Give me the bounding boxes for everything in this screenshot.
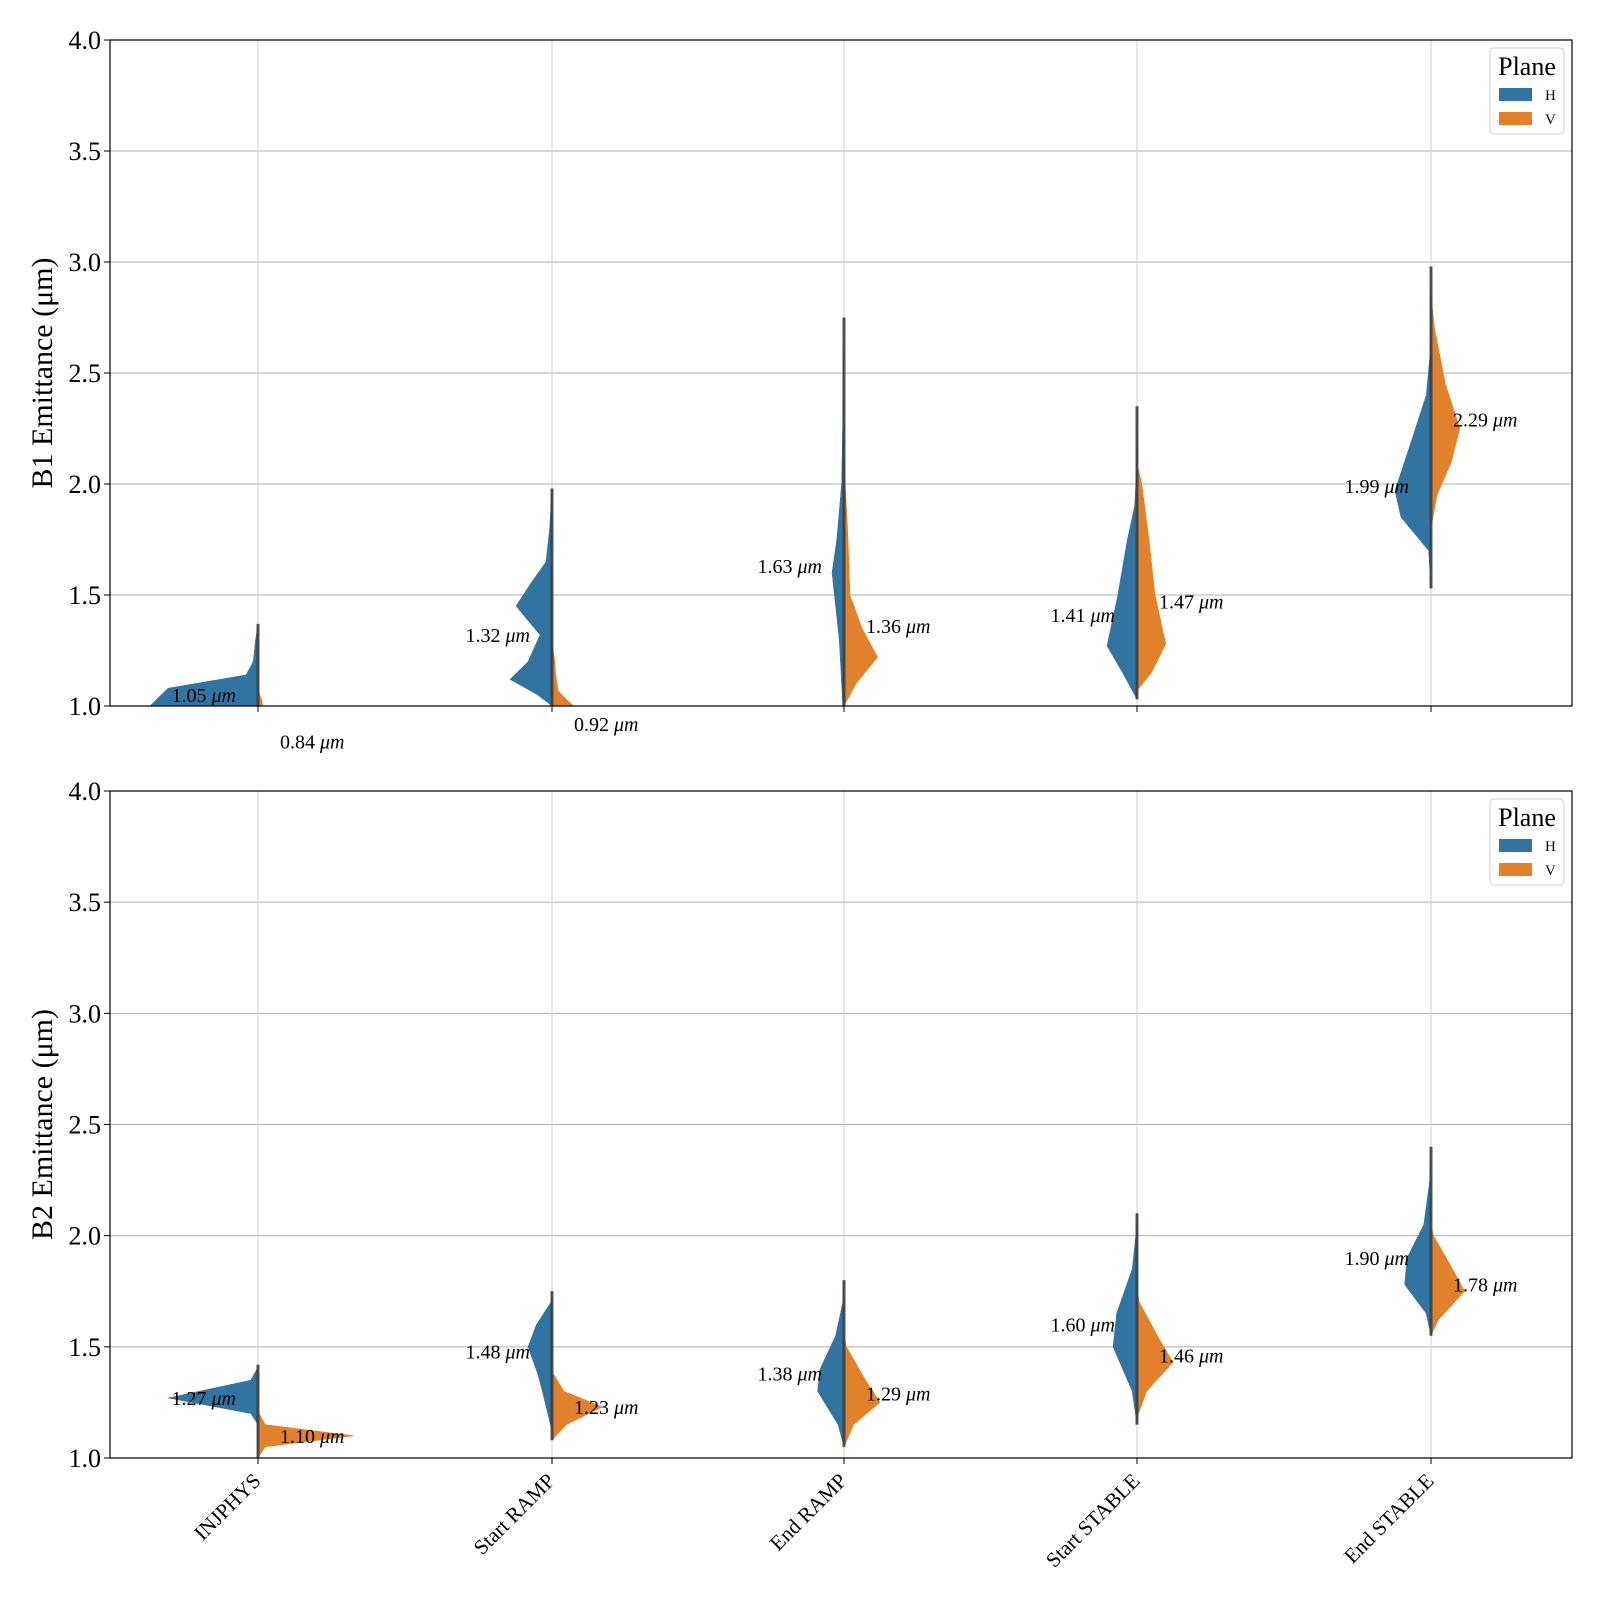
violin-v-start-stable	[1136, 406, 1167, 691]
annotation-unit: μm	[505, 625, 530, 647]
x-tick-label-injphys: INJPHYS	[189, 1469, 265, 1545]
annotation-v-start-ramp: 1.23 μm	[574, 1397, 638, 1419]
annotation-unit: μm	[505, 1341, 530, 1363]
legend-swatch-h	[1499, 839, 1532, 852]
y-axis-label: B2 Emittance (μm)	[26, 1009, 59, 1240]
y-tick-label: 3.0	[69, 248, 102, 277]
violin-v-start-ramp	[551, 643, 574, 706]
annotation-unit: μm	[1090, 605, 1115, 627]
annotation-unit: μm	[797, 556, 822, 578]
panel-b2: 1.0 1.5 2.0 2.5 3.0 3.5 4.0 1.27 μm 1.48 μm 1.38 …	[26, 777, 1573, 1573]
y-tick-label: 4.0	[69, 777, 102, 806]
violin-v-end-ramp	[843, 461, 878, 706]
x-tick-label-start-stable: Start STABLE	[1041, 1469, 1145, 1573]
legend-swatch-v	[1499, 863, 1532, 876]
legend-title: Plane	[1498, 52, 1556, 81]
y-tick-label: 3.5	[69, 888, 102, 917]
annotation-h-start-stable: 1.60 μm	[1051, 1315, 1115, 1337]
y-tick-label: 1.5	[69, 1333, 102, 1362]
legend: Plane HV	[1489, 47, 1565, 135]
violin-h-end-stable	[1404, 1146, 1432, 1336]
legend-label-v: V	[1545, 112, 1556, 128]
violin-v-end-stable	[1430, 283, 1461, 529]
legend-swatch-v	[1499, 112, 1532, 125]
annotation-v-end-stable: 1.78 μm	[1453, 1275, 1517, 1297]
violin-h-start-ramp	[509, 488, 553, 706]
y-tick-label: 1.0	[69, 692, 102, 721]
y-tick-label: 2.5	[69, 1111, 102, 1140]
annotation-v-injphys: 1.10 μm	[280, 1426, 344, 1448]
y-tick-label: 1.5	[69, 581, 102, 610]
annotation-h-end-stable: 1.99 μm	[1345, 476, 1409, 498]
annotation-unit: μm	[1198, 592, 1223, 614]
y-tick-label: 2.0	[69, 1222, 102, 1251]
y-tick-label: 1.0	[69, 1444, 102, 1473]
annotation-v-end-ramp: 1.29 μm	[866, 1384, 930, 1406]
violins	[167, 1146, 1465, 1458]
annotation-unit: μm	[1090, 1315, 1115, 1337]
annotation-h-end-stable: 1.90 μm	[1345, 1248, 1409, 1270]
annotation-unit: μm	[211, 685, 236, 707]
annotation-unit: μm	[1492, 410, 1517, 432]
annotation-v-end-ramp: 1.36 μm	[866, 616, 930, 638]
annotation-unit: μm	[211, 1388, 236, 1410]
annotation-v-start-ramp: 0.92 μm	[574, 714, 638, 736]
annotation-unit: μm	[319, 732, 344, 754]
violin-h-start-ramp	[527, 1291, 553, 1432]
annotation-unit: μm	[905, 1384, 930, 1406]
annotation-h-end-ramp: 1.63 μm	[758, 556, 822, 578]
violin-h-end-stable	[1394, 266, 1432, 589]
axes-frame	[109, 790, 1573, 1459]
legend-label-h: H	[1545, 839, 1556, 855]
annotation-unit: μm	[797, 1364, 822, 1386]
y-tick-label: 3.0	[69, 999, 102, 1028]
annotation-h-start-stable: 1.41 μm	[1051, 605, 1115, 627]
annotation-v-start-stable: 1.47 μm	[1159, 592, 1223, 614]
violins	[149, 266, 1461, 706]
x-tick-label-start-ramp: Start RAMP	[469, 1469, 560, 1560]
legend: Plane HV	[1489, 798, 1565, 886]
panel-b1: 1.0 1.5 2.0 2.5 3.0 3.5 4.0 1.05 μm 1.32 μm 1.63 …	[26, 26, 1573, 754]
y-tick-label: 2.0	[69, 470, 102, 499]
annotation-unit: μm	[613, 714, 638, 736]
legend-title: Plane	[1498, 803, 1556, 832]
annotation-unit: μm	[319, 1426, 344, 1448]
annotation-v-end-stable: 2.29 μm	[1453, 410, 1517, 432]
violin-h-start-stable	[1112, 1213, 1138, 1425]
annotation-v-injphys: 0.84 μm	[280, 732, 344, 754]
annotation-unit: μm	[1492, 1275, 1517, 1297]
annotation-unit: μm	[905, 616, 930, 638]
annotation-h-end-ramp: 1.38 μm	[758, 1364, 822, 1386]
annotation-unit: μm	[613, 1397, 638, 1419]
y-tick-label: 4.0	[69, 26, 102, 55]
y-tick-label: 2.5	[69, 359, 102, 388]
annotation-unit: μm	[1384, 1248, 1409, 1270]
axes-frame	[109, 39, 1573, 707]
violin-h-end-ramp	[831, 317, 845, 706]
annotation-h-injphys: 1.05 μm	[172, 685, 236, 707]
y-axis-label: B1 Emittance (μm)	[26, 257, 59, 488]
x-tick-label-end-stable: End STABLE	[1339, 1469, 1439, 1569]
annotation-unit: μm	[1384, 476, 1409, 498]
x-tick-label-end-ramp: End RAMP	[765, 1469, 852, 1556]
annotation-v-start-stable: 1.46 μm	[1159, 1346, 1223, 1368]
annotation-h-injphys: 1.27 μm	[172, 1388, 236, 1410]
legend-label-v: V	[1545, 863, 1556, 879]
annotation-h-start-ramp: 1.48 μm	[466, 1341, 530, 1363]
annotation-unit: μm	[1198, 1346, 1223, 1368]
annotation-h-start-ramp: 1.32 μm	[466, 625, 530, 647]
y-tick-label: 3.5	[69, 137, 102, 166]
legend-swatch-h	[1499, 88, 1532, 101]
legend-label-h: H	[1545, 88, 1556, 104]
violin-h-start-stable	[1106, 406, 1138, 700]
